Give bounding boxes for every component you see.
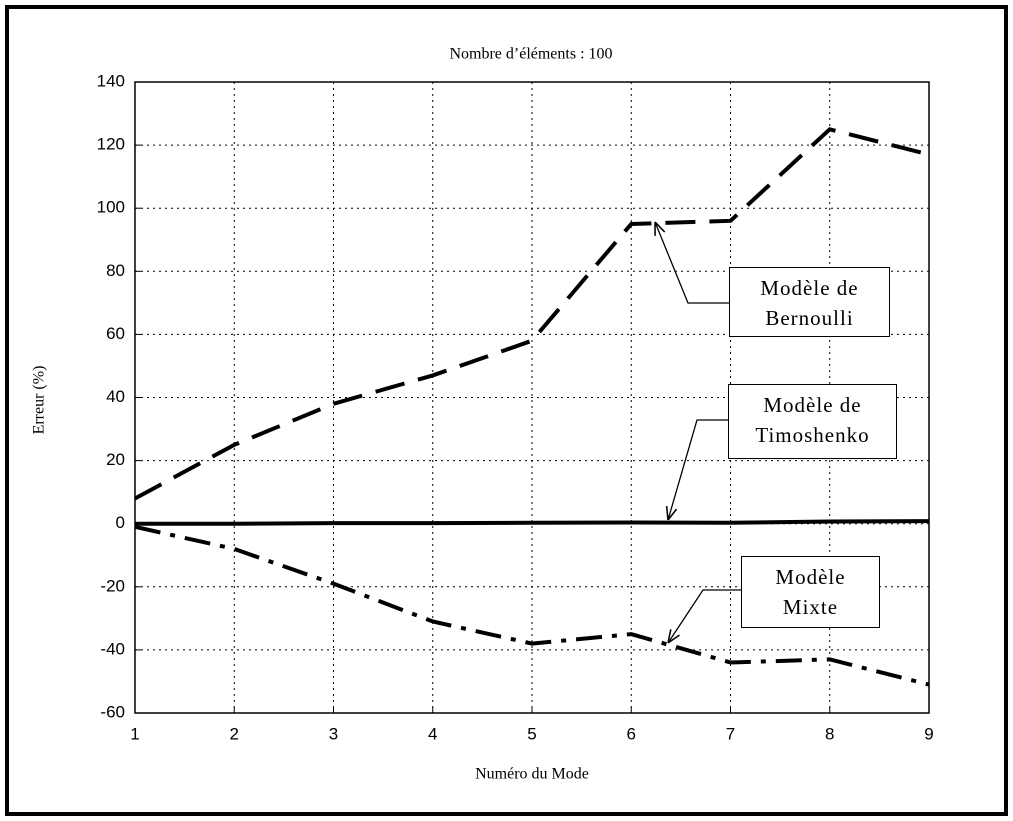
y-tick-label: 40 [106,387,125,406]
chart-title: Nombre d’éléments : 100 [449,46,612,63]
y-tick-label: 100 [97,198,125,217]
x-tick-label: 5 [527,724,536,743]
legend-label: Modèle de Timoshenko [728,384,897,459]
annotation-arrow [668,419,728,520]
plot-border [134,81,930,714]
y-tick-label: 0 [116,513,125,532]
x-tick-label: 3 [329,724,338,743]
annotation-arrow [668,589,741,643]
y-tick-label: -20 [100,576,125,595]
x-tick-label: 6 [627,724,636,743]
annotation-arrow [655,222,729,304]
x-tick-label: 2 [230,724,239,743]
y-tick-label: 80 [106,261,125,280]
x-tick-label: 8 [825,724,834,743]
y-axis-label: Erreur (%) [31,366,48,435]
y-tick-label: -40 [100,639,125,658]
x-tick-label: 7 [726,724,735,743]
series-line [135,519,930,526]
x-tick-label: 9 [924,724,933,743]
y-tick-label: -60 [100,702,125,721]
legend-label: Modèle de Bernoulli [729,267,890,337]
legend-label: Modèle Mixte [741,556,880,628]
series-line [134,524,930,687]
y-tick-label: 60 [106,324,125,343]
y-tick-label: 20 [106,450,125,469]
frame [5,5,1008,816]
y-tick-label: 140 [97,71,125,90]
x-axis-label: Numéro du Mode [475,766,589,783]
x-tick-label: 1 [130,724,139,743]
series-line [134,127,930,501]
y-tick-label: 120 [97,135,125,154]
x-tick-label: 4 [428,724,437,743]
